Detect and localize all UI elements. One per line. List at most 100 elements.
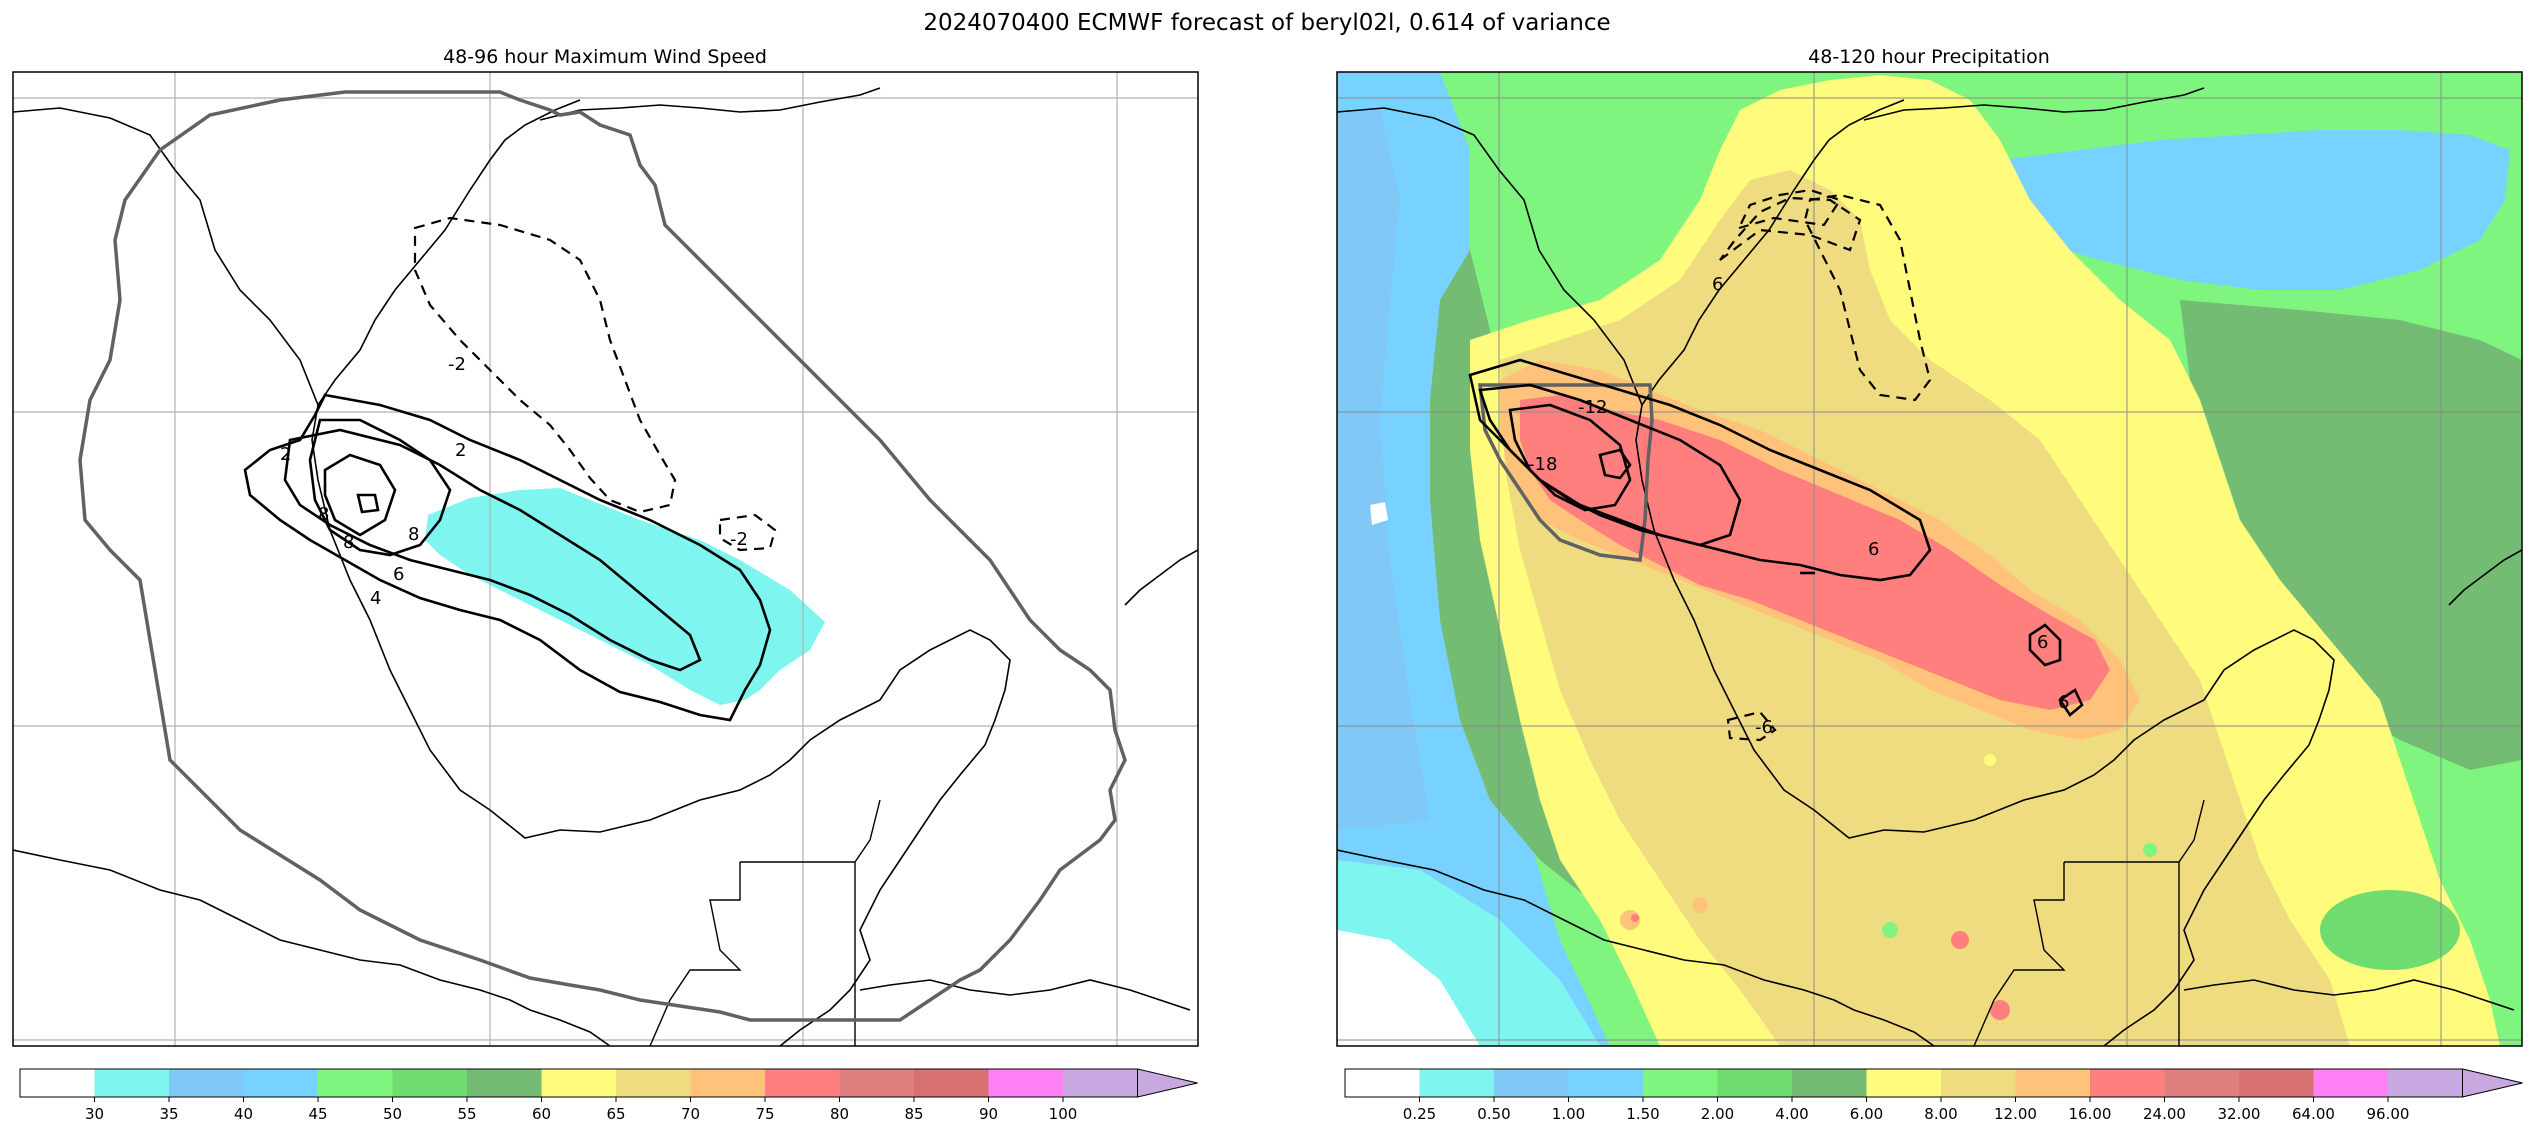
contour-label: -2 — [730, 529, 748, 550]
colorbar-segment — [616, 1069, 691, 1097]
axes-frame — [12, 71, 1199, 1047]
colorbar-tick-label: 4.00 — [1775, 1105, 1808, 1123]
negative-contours — [1719, 188, 1932, 742]
colorbar-segment — [467, 1069, 542, 1097]
colorbar-segment — [988, 1069, 1064, 1097]
gridlines — [1337, 72, 2522, 1046]
colorbar-tick-label: 100 — [1049, 1105, 1078, 1123]
colorbar-tick-label: 32.00 — [2218, 1105, 2261, 1123]
colorbar-segment — [1866, 1069, 1942, 1097]
colorbar-segment — [169, 1069, 244, 1097]
contour-label: 6 — [393, 564, 404, 585]
colorbar-tick-label: 0.25 — [1403, 1105, 1436, 1123]
colorbar-segment — [2090, 1069, 2165, 1097]
colorbar-segment — [1494, 1069, 1569, 1097]
colorbar-wind: 30 35 40 45 50 55 60 65 70 75 80 85 90 100 — [19, 1068, 1198, 1123]
panel-wind: 48-96 hour Maximum Wind Speed — [12, 46, 1199, 1123]
colorbar-tick-label: 16.00 — [2069, 1105, 2112, 1123]
colorbar-tick-label: 6.00 — [1850, 1105, 1883, 1123]
wind-overlay-contour — [1478, 383, 1654, 562]
colorbar-segment — [1345, 1069, 1420, 1097]
colorbar-segment — [392, 1069, 468, 1097]
positive-contours — [243, 393, 772, 722]
colorbar-segment — [1717, 1069, 1793, 1097]
contour-label: -6 — [1755, 717, 1773, 738]
contour-label: 8 — [408, 524, 419, 545]
gridlines — [13, 72, 1198, 1046]
colorbar-segment — [2015, 1069, 2091, 1097]
axes-frame — [1336, 71, 2523, 1047]
colorbar-segment — [1419, 1069, 1495, 1097]
colorbar-tick-label: 8.00 — [1924, 1105, 1957, 1123]
positive-contours — [1468, 358, 2084, 717]
contour-label: -18 — [1528, 454, 1557, 475]
contour-label: -2 — [448, 354, 466, 375]
colorbar-tick-label: 50 — [383, 1105, 402, 1123]
contour-label: 8 — [343, 532, 354, 553]
colorbar-segment — [541, 1069, 617, 1097]
panel-precip: 48-120 hour Precipitation — [1336, 46, 2523, 1123]
colorbar-tick-label: 85 — [904, 1105, 923, 1123]
colorbar-segment — [914, 1069, 989, 1097]
colorbar-segment — [94, 1069, 170, 1097]
colorbar-segment — [1063, 1069, 1138, 1097]
precip-white-sw — [1337, 930, 1480, 1046]
contour-label: 4 — [370, 588, 381, 609]
contour-label: 6 — [2037, 632, 2048, 653]
colorbar-segment — [765, 1069, 840, 1097]
negative-contours — [413, 216, 777, 552]
colorbar-tick-label: 12.00 — [1994, 1105, 2037, 1123]
colorbar-segment — [2239, 1069, 2314, 1097]
borders — [1973, 799, 2205, 1046]
colorbar-tick-label: 1.00 — [1552, 1105, 1585, 1123]
contour-label: 8 — [318, 504, 329, 525]
colorbar-segment — [318, 1069, 393, 1097]
colorbar-tick-label: 40 — [234, 1105, 253, 1123]
contour-label: 6 — [1868, 539, 1879, 560]
colorbar-tick-label: 90 — [979, 1105, 998, 1123]
coastlines — [13, 87, 1198, 1046]
colorbar-tick-label: 75 — [755, 1105, 774, 1123]
precip-blue-ne — [1940, 130, 2510, 290]
contour-label: 2 — [455, 440, 466, 461]
colorbar-tick-label: 80 — [830, 1105, 849, 1123]
borders — [649, 799, 881, 1046]
colorbar-segment — [1643, 1069, 1718, 1097]
colorbar-segment — [20, 1069, 95, 1097]
precip-dark-green-east — [2180, 300, 2522, 770]
colorbar-tick-label: 30 — [85, 1105, 104, 1123]
colorbar-outline — [1344, 1068, 2463, 1098]
colorbar-segment — [2388, 1069, 2463, 1097]
precip-white-speck — [1370, 502, 1388, 525]
contour-label: 6 — [2058, 692, 2069, 713]
colorbar-tick-label: 24.00 — [2143, 1105, 2186, 1123]
colorbar-tick-label: 45 — [308, 1105, 327, 1123]
colorbar-segment — [2164, 1069, 2240, 1097]
colorbar-precip: 0.25 0.50 1.00 1.50 2.00 4.00 6.00 8.00 12.00 16.… — [1344, 1068, 2523, 1123]
colorbar-tick-label: 64.00 — [2292, 1105, 2335, 1123]
colorbar-segment — [839, 1069, 915, 1097]
precip-speckles — [1620, 754, 2460, 1020]
colorbar-segment — [1792, 1069, 1867, 1097]
colorbar-segment — [1568, 1069, 1644, 1097]
colorbar-extend-arrow — [2462, 1068, 2523, 1098]
colorbar-segment — [2313, 1069, 2389, 1097]
colorbar-tick-label: 70 — [681, 1105, 700, 1123]
colorbar-segment — [243, 1069, 319, 1097]
colorbar-tick-label: 2.00 — [1701, 1105, 1734, 1123]
contour-labels: 6 -12 -18 6 6 6 -6 — [1528, 274, 2069, 738]
colorbar-tick-label: 1.50 — [1626, 1105, 1659, 1123]
contour-label: 6 — [1712, 274, 1723, 295]
figure-title: 2024070400 ECMWF forecast of beryl02l, 0… — [923, 10, 1610, 36]
panel-title-wind: 48-96 hour Maximum Wind Speed — [443, 46, 767, 68]
hull-contour — [78, 90, 1127, 1022]
panel-title-precip: 48-120 hour Precipitation — [1808, 46, 2050, 68]
colorbar-tick-label: 35 — [159, 1105, 178, 1123]
colorbar-tick-label: 65 — [606, 1105, 625, 1123]
wind-shading-30-35 — [425, 488, 825, 705]
precip-dark-green-west — [1430, 250, 1760, 960]
colorbar-segment — [690, 1069, 766, 1097]
colorbar-tick-label: 0.50 — [1477, 1105, 1510, 1123]
colorbar-tick-label: 60 — [532, 1105, 551, 1123]
colorbar-segment — [1941, 1069, 2016, 1097]
